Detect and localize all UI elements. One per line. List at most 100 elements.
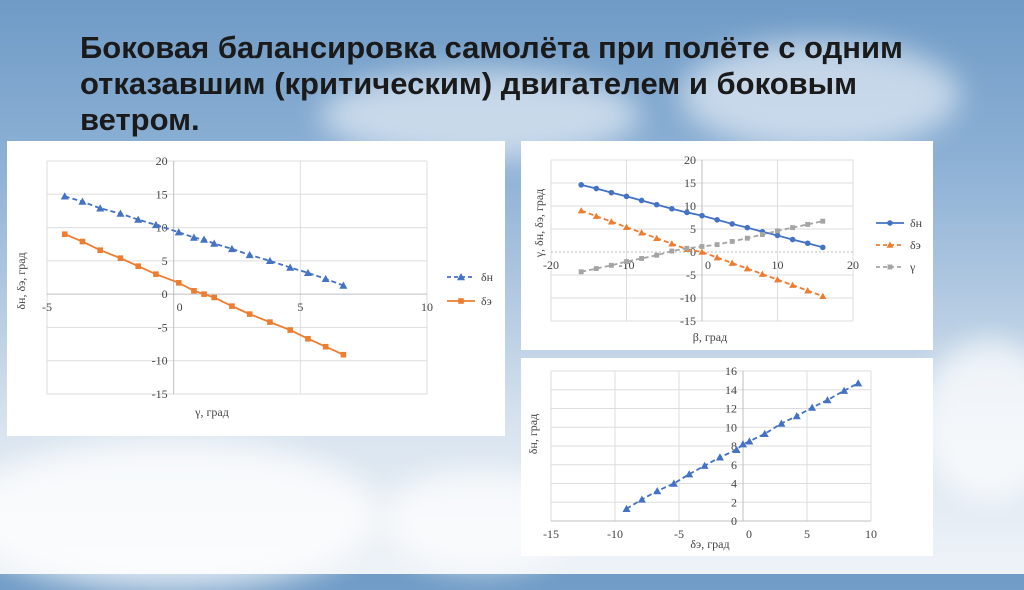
y-tick-label: -15 <box>152 387 168 401</box>
data-point <box>744 235 750 241</box>
data-point <box>758 270 766 277</box>
data-point <box>116 209 125 217</box>
data-point <box>823 396 832 404</box>
data-point <box>593 266 599 272</box>
legend-label: δэ <box>910 238 921 252</box>
chart-panel-left: -15 -10 -5 0 5 10 15 20 -5 0 5 10 γ, град δн, δэ, гра… <box>7 141 505 436</box>
data-point <box>286 263 295 271</box>
data-point <box>729 238 735 244</box>
data-point <box>322 343 329 350</box>
chart-panel-top-right: -15 -10 -5 0 5 10 15 20 -20 -10 0 10 20 β, град γ, δн,… <box>521 141 933 350</box>
data-point <box>887 220 893 226</box>
data-point <box>840 386 849 394</box>
data-point <box>639 255 645 261</box>
data-point <box>759 232 765 237</box>
data-point <box>189 233 198 241</box>
data-point <box>287 327 293 333</box>
data-point <box>200 235 209 243</box>
y-axis-title: δн, град <box>526 414 540 454</box>
data-point <box>789 236 796 243</box>
x-tick-label: 0 <box>177 300 183 314</box>
data-point <box>201 291 207 297</box>
data-point <box>699 212 705 219</box>
data-point <box>61 231 68 238</box>
data-point <box>265 256 274 265</box>
y-tick-label: 10 <box>156 221 168 235</box>
data-point <box>79 238 86 245</box>
data-point <box>669 248 675 254</box>
x-tick-label: -5 <box>674 527 684 541</box>
data-point <box>458 298 464 304</box>
data-point <box>267 319 273 325</box>
x-tick-label: 0 <box>746 527 752 541</box>
data-point <box>804 287 812 294</box>
legend-label: γ <box>909 260 916 274</box>
data-point <box>792 412 801 420</box>
chart-panel-bottom-right: 0 2 4 6 8 10 12 14 16 -15 -10 -5 0 5 10 δэ, град δн, гра… <box>521 358 933 556</box>
data-point <box>760 429 769 438</box>
data-point <box>743 265 751 272</box>
y-tick-label: 2 <box>731 495 737 509</box>
data-point <box>804 240 811 247</box>
data-point <box>117 255 124 261</box>
data-point <box>607 218 615 225</box>
y-tick-label: -5 <box>158 320 168 334</box>
y-tick-label: -10 <box>152 354 168 368</box>
y-tick-label: 0 <box>162 287 168 301</box>
data-point <box>577 207 585 214</box>
x-tick-label: 0 <box>705 258 711 272</box>
cloud <box>680 40 960 150</box>
legend-label: δн <box>481 270 494 284</box>
data-point <box>715 453 724 461</box>
data-point <box>790 225 796 231</box>
data-point <box>211 294 217 301</box>
data-point <box>820 244 826 251</box>
data-point <box>96 204 105 212</box>
x-tick-label: -20 <box>543 258 559 272</box>
data-point <box>174 228 183 236</box>
data-point <box>653 201 660 208</box>
y-tick-label: 16 <box>725 364 737 378</box>
data-point <box>774 276 781 283</box>
data-point <box>637 495 646 503</box>
series-line <box>626 382 859 510</box>
y-tick-label: 15 <box>684 176 696 190</box>
x-tick-label: -5 <box>42 300 52 314</box>
data-point <box>684 209 690 216</box>
y-tick-label: 20 <box>684 153 696 167</box>
data-point <box>578 182 584 188</box>
data-point <box>227 244 236 253</box>
data-point <box>134 215 143 223</box>
data-point <box>820 218 826 224</box>
data-point <box>739 440 747 448</box>
data-point <box>729 221 735 227</box>
x-axis-title: β, град <box>693 330 727 344</box>
data-point <box>135 263 141 269</box>
y-tick-label: 10 <box>725 420 737 434</box>
y-tick-label: 15 <box>156 187 168 201</box>
data-point <box>808 403 817 411</box>
data-point <box>669 479 678 487</box>
y-tick-label: 8 <box>731 439 737 453</box>
data-point <box>321 274 330 283</box>
x-tick-label: -10 <box>607 527 623 541</box>
chart-de-dn: 0 2 4 6 8 10 12 14 16 -15 -10 -5 0 5 10 δэ, град δн, гра… <box>526 364 877 551</box>
x-axis-title: γ, град <box>194 405 229 419</box>
y-tick-label: 0 <box>731 514 737 528</box>
data-point <box>732 445 741 453</box>
data-point <box>624 259 629 265</box>
data-point <box>685 470 694 478</box>
chart-gamma: -15 -10 -5 0 5 10 15 20 -5 0 5 10 γ, град δн, δэ, гра… <box>14 154 494 419</box>
x-tick-label: 5 <box>804 527 810 541</box>
data-point <box>728 259 736 266</box>
y-tick-label: 10 <box>684 199 696 213</box>
data-point <box>623 193 630 200</box>
data-point <box>887 264 893 270</box>
data-point <box>775 228 780 234</box>
x-tick-label: 20 <box>847 258 859 272</box>
data-point <box>78 197 87 205</box>
data-point <box>60 192 69 200</box>
x-tick-label: 5 <box>297 300 303 314</box>
y-tick-label: -5 <box>686 268 696 282</box>
x-tick-label: 10 <box>772 258 784 272</box>
